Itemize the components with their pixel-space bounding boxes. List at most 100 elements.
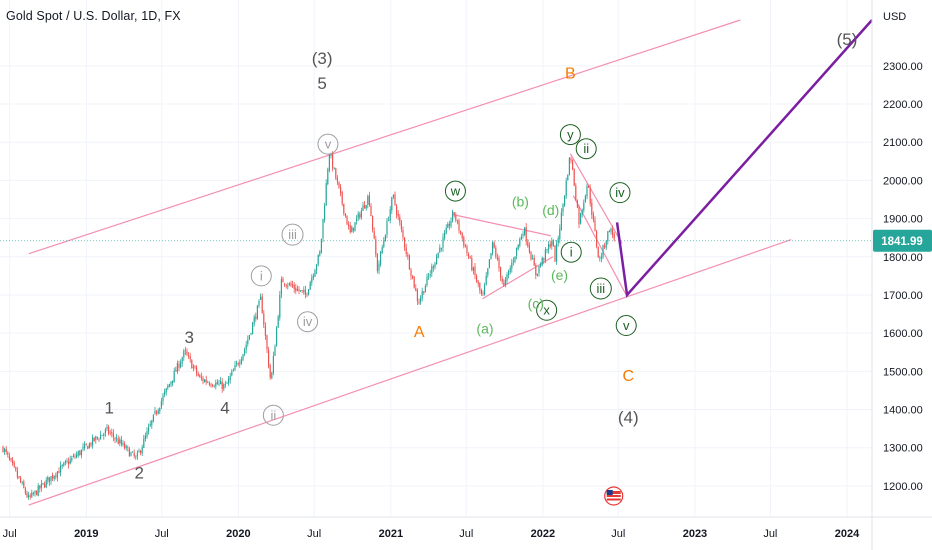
candle-body	[344, 213, 346, 216]
candle-body	[364, 205, 366, 209]
candle-body	[340, 187, 342, 193]
candle-body	[53, 476, 55, 479]
candle-body	[556, 243, 558, 262]
last-price-text: 1841.99	[881, 236, 923, 248]
candle-body	[330, 154, 332, 156]
wave-label: y	[567, 127, 574, 142]
candle-body	[471, 258, 473, 271]
candle-body	[511, 262, 513, 269]
candle-body	[322, 219, 324, 239]
candle-body	[240, 359, 242, 364]
candle-body	[128, 448, 130, 457]
candle-body	[381, 247, 383, 253]
candle-body	[458, 220, 460, 231]
candle-body	[421, 291, 423, 299]
candle-body	[26, 493, 28, 498]
candle-body	[432, 266, 434, 268]
candle-body	[373, 231, 375, 239]
y-tick-label: 1300.00	[883, 443, 923, 455]
candle-body	[228, 378, 230, 383]
candle-body	[429, 274, 431, 276]
candle-body	[256, 305, 258, 320]
x-tick-label: Jul	[611, 528, 625, 540]
candle-body	[248, 335, 250, 340]
candle-body	[608, 230, 610, 233]
candle-body	[82, 446, 84, 449]
candle-body	[120, 439, 122, 445]
flag-stripe	[606, 495, 621, 497]
candle-body	[540, 264, 542, 267]
y-tick-label: 1600.00	[883, 328, 923, 340]
candle-body	[271, 372, 273, 379]
candle-body	[338, 181, 340, 188]
candle-body	[532, 258, 534, 260]
candle-body	[482, 293, 484, 294]
candle-body	[572, 160, 574, 170]
candle-body	[290, 283, 292, 286]
candle-body	[125, 445, 127, 448]
wave-label: 5	[317, 74, 326, 93]
candle-body	[384, 235, 386, 242]
candle-body	[144, 435, 146, 439]
candle-body	[437, 252, 439, 258]
candle-body	[536, 273, 538, 276]
candle-body	[96, 437, 98, 439]
candle-body	[376, 254, 378, 272]
wave-label: iv	[615, 185, 625, 200]
wave-label: B	[565, 65, 576, 82]
candle-body	[165, 388, 167, 393]
candle-body	[184, 350, 186, 351]
x-tick-label: Jul	[763, 528, 777, 540]
candle-body	[7, 452, 9, 455]
candle-body	[354, 222, 356, 232]
candle-body	[196, 367, 198, 374]
candle-body	[605, 241, 607, 248]
candle-body	[178, 363, 180, 368]
candle-body	[383, 240, 385, 247]
candle-body	[588, 185, 590, 188]
y-tick-label: 1700.00	[883, 290, 923, 302]
candle-body	[492, 241, 494, 253]
candle-body	[311, 277, 313, 283]
candle-body	[488, 259, 490, 269]
candle-body	[164, 391, 166, 395]
wave-label: (e)	[551, 267, 568, 283]
candle-body	[191, 359, 193, 369]
candle-body	[224, 384, 226, 386]
candle-body	[159, 407, 161, 412]
candle-body	[375, 239, 377, 255]
candle-body	[309, 282, 311, 290]
candle-body	[394, 194, 396, 205]
candle-body	[108, 426, 110, 434]
candle-body	[604, 245, 606, 248]
candle-body	[21, 482, 23, 484]
candle-body	[52, 475, 54, 479]
candle-body	[173, 370, 175, 382]
candle-body	[156, 411, 158, 414]
candle-body	[359, 213, 361, 218]
candle-body	[596, 231, 598, 247]
candle-body	[495, 247, 497, 257]
candle-body	[229, 375, 231, 380]
candle-body	[183, 350, 185, 358]
candle-body	[367, 196, 369, 205]
x-tick-label: 2020	[226, 528, 250, 540]
wave-label-circle	[615, 315, 637, 337]
candle-body	[130, 452, 132, 456]
candle-body	[576, 200, 578, 208]
candle-body	[237, 363, 239, 365]
candle-body	[578, 207, 580, 225]
wave-label: i	[570, 245, 573, 260]
candle-body	[332, 153, 334, 169]
candle-body	[74, 456, 76, 458]
candle-body	[520, 236, 522, 240]
candle-body	[490, 253, 492, 259]
candle-body	[106, 426, 108, 429]
wave-labels: (3)5viiiiviii1234ABC(4)(5)wxy(a)(b)(c)(d…	[104, 30, 857, 482]
grid	[0, 0, 872, 517]
candle-body	[418, 301, 420, 303]
candle-body	[42, 483, 44, 485]
candle-body	[48, 477, 50, 483]
candle-body	[399, 216, 401, 223]
